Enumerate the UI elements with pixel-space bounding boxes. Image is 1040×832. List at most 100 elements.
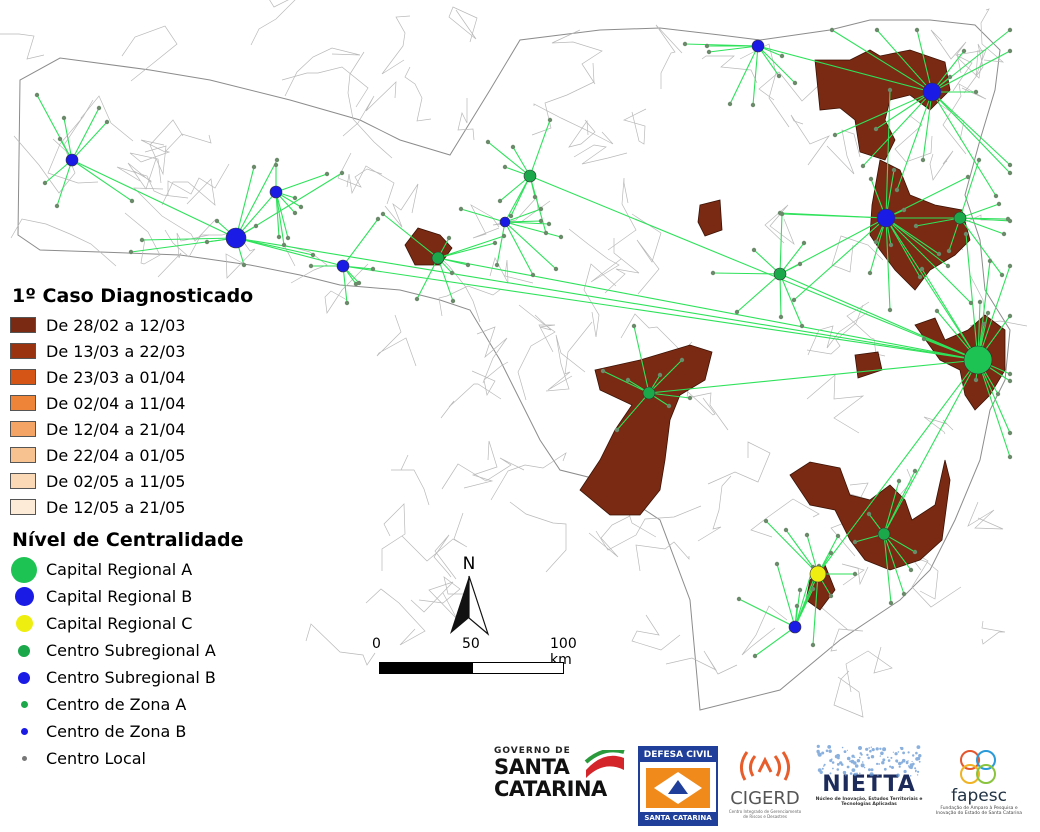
centro-local-node — [783, 527, 789, 533]
nietta-dot — [821, 751, 825, 755]
nietta-dot — [903, 769, 907, 774]
centro-local-node — [996, 201, 1002, 207]
municipality-boundary — [545, 334, 586, 392]
centro-local-node — [1007, 27, 1013, 33]
municipality-boundary — [750, 498, 820, 538]
centro-local-node — [510, 144, 516, 150]
centro-local-node — [736, 596, 742, 602]
nietta-dot — [860, 753, 863, 756]
municipality-boundary — [952, 49, 987, 92]
municipality-boundary — [790, 114, 831, 166]
centrality-link — [416, 257, 439, 300]
centro-local-node — [779, 53, 785, 59]
legend-case-label: De 13/03 a 22/03 — [46, 341, 186, 361]
municipality-boundary — [401, 512, 468, 562]
centrality-link — [883, 359, 979, 535]
municipality-boundary — [551, 29, 603, 85]
centrality-link — [831, 29, 933, 93]
centrality-link — [504, 221, 562, 238]
centro-local-node — [530, 272, 536, 278]
nietta-dot — [841, 746, 844, 749]
centrality-link — [529, 119, 551, 177]
centrality-link — [883, 480, 900, 535]
centro-local-node — [797, 587, 803, 593]
nietta-dot — [816, 744, 820, 748]
municipality-boundary — [140, 133, 212, 153]
centrality-hub — [809, 565, 827, 583]
centrality-link — [275, 173, 328, 193]
nietta-dot — [918, 760, 921, 763]
centro-local-node — [794, 603, 800, 609]
centro-local-node — [1007, 218, 1013, 224]
centrality-link — [959, 217, 1005, 235]
municipality-boundary — [531, 62, 595, 136]
municipality-boundary — [404, 66, 432, 122]
centrality-link — [959, 159, 980, 219]
logo-strip: GOVERNO DE SANTA CATARINA DEFESA CIVIL S… — [494, 742, 1024, 828]
municipality-boundary — [831, 235, 884, 273]
nietta-dot — [867, 756, 870, 760]
centro-local-node — [912, 549, 918, 555]
nietta-dot — [883, 767, 887, 771]
centro-local-node — [96, 105, 102, 111]
legend-case-label: De 23/03 a 01/04 — [46, 367, 186, 387]
centro-local-node — [42, 180, 48, 186]
nietta-dot — [900, 761, 904, 764]
centro-local-node — [921, 336, 927, 342]
municipality-boundary — [381, 503, 406, 571]
legend-case-label: De 12/05 a 21/05 — [46, 497, 186, 517]
municipality-boundary — [144, 119, 184, 176]
case-areas — [404, 49, 1006, 611]
municipality-boundary — [164, 229, 241, 258]
municipality-boundary — [595, 505, 702, 551]
centro-local-node — [751, 247, 757, 253]
nietta-dot — [916, 745, 921, 749]
centrality-link — [931, 91, 1011, 174]
legend-centrality-list: Capital Regional A Capital Regional B Capi… — [10, 556, 310, 772]
legend-case-label: De 02/05 a 11/05 — [46, 471, 186, 491]
case-area — [814, 49, 951, 161]
centro-local-node — [54, 203, 60, 209]
nietta-dot — [870, 755, 875, 759]
centro-local-node — [281, 242, 287, 248]
nietta-dot — [836, 768, 840, 771]
centro-local-node — [449, 270, 455, 276]
centro-local-node — [968, 300, 974, 306]
nietta-dot — [895, 759, 899, 763]
nietta-dot — [905, 761, 909, 765]
nietta-dot — [859, 772, 861, 775]
centro-local-node — [804, 532, 810, 538]
centrality-hub — [751, 39, 765, 53]
municipality-boundary — [10, 218, 117, 267]
centro-local-node — [546, 221, 552, 227]
centro-local-node — [657, 372, 663, 378]
centro-local-node — [936, 251, 942, 257]
legend: 1º Caso Diagnosticado De 28/02 a 12/03 De… — [10, 284, 310, 772]
legend-centrality-label: Centro Subregional B — [46, 668, 216, 687]
centro-local-node — [129, 198, 135, 204]
municipality-boundary — [894, 114, 933, 163]
centro-local-node — [666, 403, 672, 409]
legend-symbol — [11, 556, 37, 583]
centro-local-node — [324, 171, 330, 177]
centrality-link — [616, 392, 650, 431]
centrality-link — [342, 265, 979, 361]
nietta-dot — [901, 758, 906, 763]
nietta-dot — [861, 764, 863, 766]
municipality-boundary — [347, 51, 393, 159]
centrality-link — [71, 159, 133, 202]
legend-case-label: De 22/04 a 01/05 — [46, 445, 186, 465]
governo-sc-logo: GOVERNO DE SANTA CATARINA — [494, 746, 630, 812]
municipality-boundary — [471, 361, 509, 396]
legend-case-title: 1º Caso Diagnosticado — [12, 285, 254, 307]
municipality-boundary — [930, 29, 967, 74]
municipality-boundary — [391, 454, 430, 506]
legend-swatch — [10, 369, 36, 385]
centro-local-node — [797, 261, 803, 267]
legend-swatch — [10, 499, 36, 515]
centrality-link — [460, 208, 506, 223]
legend-symbol — [18, 644, 30, 657]
legend-swatch — [10, 395, 36, 411]
nietta-dot — [849, 772, 853, 775]
nietta-dot — [916, 774, 919, 776]
